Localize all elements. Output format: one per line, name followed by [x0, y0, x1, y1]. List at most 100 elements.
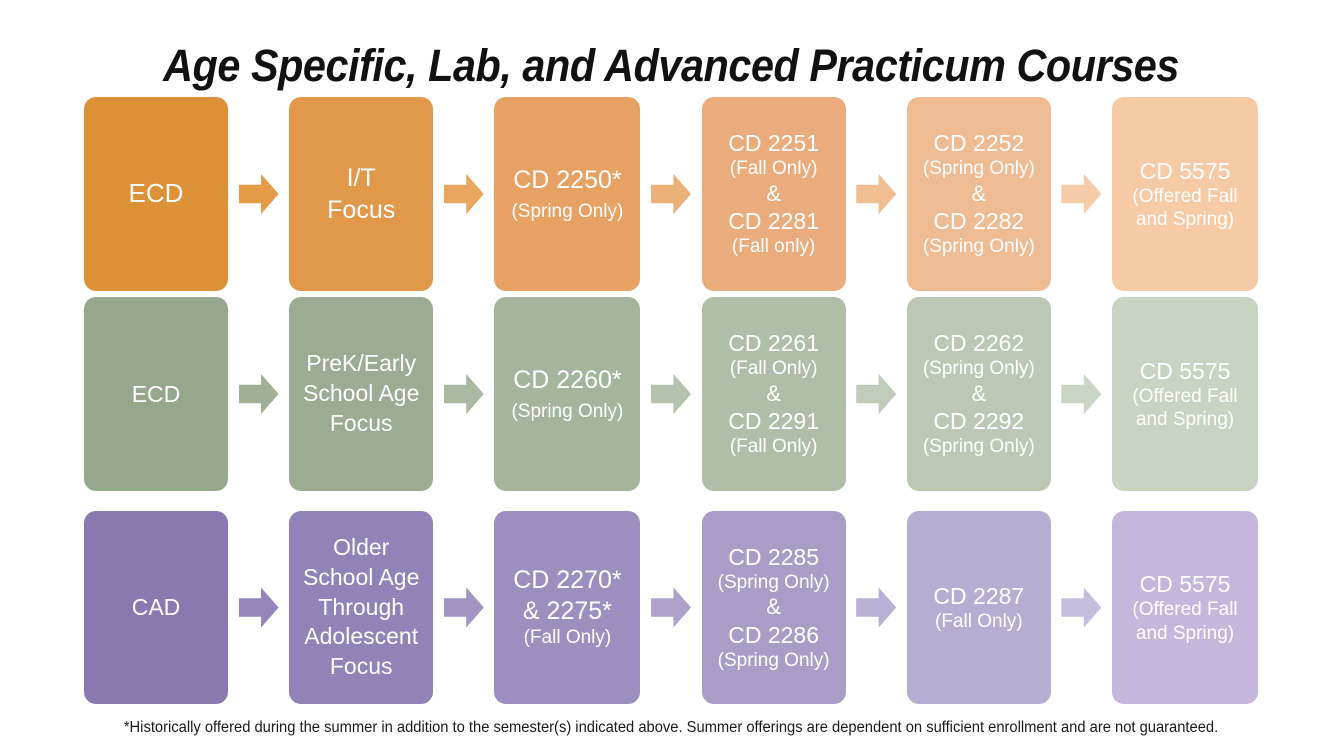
arrow-slot [433, 173, 494, 215]
arrow-right-icon [443, 173, 484, 215]
node-line: School Age [303, 380, 420, 407]
node-line: (Spring Only) [511, 201, 624, 223]
node-line: CD 2285 [728, 543, 819, 570]
arrow-right-icon [443, 373, 484, 415]
node-line: (Offered Fall [1132, 599, 1238, 621]
node-line: CD 2250* [513, 165, 622, 194]
flow-row-prek-early-school-age: ECD PreK/Early School Age Focus CD 2260* (Spr… [84, 297, 1259, 491]
arrow-right-icon [443, 587, 484, 628]
node-line: Focus [329, 409, 393, 436]
node-prek-early-school-age-cd-2260[interactable]: CD 2260* (Spring Only) [494, 297, 641, 491]
arrow-right-icon [238, 373, 279, 415]
node-line: and Spring) [1135, 622, 1235, 644]
node-line: (Fall only) [731, 236, 816, 258]
node-prek-early-school-age-cd-2262-2292[interactable]: CD 2262 (Spring Only) & CD 2292 (Spring Only… [906, 297, 1051, 491]
arrow-slot [1051, 373, 1112, 415]
node-line: (Spring Only) [922, 436, 1035, 458]
arrow-slot [228, 587, 289, 629]
node-prek-early-school-age-cd-2261-2291[interactable]: CD 2261 (Fall Only) & CD 2291 (Fall Only) [701, 297, 846, 491]
arrow-right-icon [1061, 587, 1102, 628]
node-older-school-age-adolescent-cd-2287[interactable]: CD 2287 (Fall Only) [906, 511, 1051, 704]
node-older-school-age-adolescent-cd-2270-2275[interactable]: CD 2270* & 2275* (Fall Only) [494, 511, 641, 704]
node-line: Focus [329, 653, 393, 680]
node-line: CD 2287 [933, 582, 1025, 609]
arrow-right-icon [856, 587, 897, 628]
node-line: CD 2282 [933, 208, 1025, 235]
node-line: Older [333, 533, 390, 560]
arrow-slot [846, 373, 907, 415]
node-line: (Fall Only) [523, 627, 612, 649]
arrow-slot [640, 587, 701, 629]
node-line: (Spring Only) [511, 401, 624, 423]
footnote-text: *Historically offered during the summer … [123, 719, 1219, 736]
arrow-slot [1051, 587, 1112, 629]
node-line: CD 5575 [1139, 571, 1231, 598]
node-line: PreK/Early [306, 350, 417, 377]
node-line: CAD [131, 594, 181, 621]
node-line: & [971, 180, 987, 206]
node-line: & [766, 380, 781, 406]
node-line: (Fall Only) [729, 358, 818, 380]
node-older-school-age-adolescent-cad-start[interactable]: CAD [84, 511, 228, 704]
arrow-slot [1051, 173, 1112, 215]
node-line: and Spring) [1135, 209, 1235, 231]
node-infant-toddler-cd-5575[interactable]: CD 5575 (Offered Fall and Spring) [1112, 97, 1259, 291]
arrow-right-icon [238, 587, 279, 628]
flow-row-older-school-age-adolescent: CAD Older School Age Through Adolescent Focus… [84, 511, 1259, 704]
node-infant-toddler-cd-2251-2281[interactable]: CD 2251 (Fall Only) & CD 2281 (Fall only) [701, 97, 846, 291]
node-line: CD 2260* [513, 365, 622, 394]
arrow-right-icon [856, 373, 897, 415]
node-line: (Offered Fall [1132, 385, 1238, 407]
node-prek-early-school-age-ecd-start[interactable]: ECD [84, 297, 228, 491]
arrow-slot [433, 373, 494, 415]
node-infant-toddler-it-focus[interactable]: I/T Focus [289, 97, 434, 291]
node-line: I/T [346, 164, 376, 192]
node-line: CD 2291 [728, 408, 819, 435]
node-prek-early-school-age-prek-focus[interactable]: PreK/Early School Age Focus [289, 297, 434, 491]
arrow-slot [640, 373, 701, 415]
practicum-flow-diagram: ECD I/T Focus CD 2250* (Spring Only) CD 2251(… [84, 97, 1259, 704]
node-line: CD 2252 [933, 130, 1025, 157]
node-line: & [766, 180, 781, 206]
node-line: (Spring Only) [922, 236, 1035, 258]
node-line: CD 2292 [933, 408, 1025, 435]
node-line: (Spring Only) [717, 571, 830, 593]
node-line: ECD [131, 380, 181, 407]
node-older-school-age-adolescent-older-focus[interactable]: Older School Age Through Adolescent Focus [289, 511, 434, 704]
node-line: (Spring Only) [717, 649, 830, 671]
node-older-school-age-adolescent-cd-2285-2286[interactable]: CD 2285 (Spring Only) & CD 2286 (Spring Only… [701, 511, 846, 704]
node-line: and Spring) [1135, 409, 1235, 431]
node-line: ECD [128, 178, 184, 209]
arrow-right-icon [651, 587, 691, 628]
node-infant-toddler-ecd-start[interactable]: ECD [84, 97, 228, 291]
node-line: & [766, 594, 781, 620]
node-line: CD 5575 [1139, 357, 1231, 384]
arrow-right-icon [856, 173, 897, 215]
node-line: & 2275* [522, 596, 612, 625]
arrow-right-icon [1061, 373, 1102, 415]
node-line: School Age [303, 563, 420, 590]
arrow-slot [846, 173, 907, 215]
node-line: (Fall Only) [729, 158, 818, 180]
arrow-slot [228, 373, 289, 415]
arrow-slot [228, 173, 289, 215]
node-line: CD 2251 [728, 130, 819, 157]
node-line: CD 2261 [728, 330, 819, 357]
node-line: (Fall Only) [729, 436, 818, 458]
node-line: CD 2270* [513, 566, 622, 595]
node-infant-toddler-cd-2250[interactable]: CD 2250* (Spring Only) [494, 97, 641, 291]
node-line: CD 2281 [728, 208, 819, 235]
node-infant-toddler-cd-2252-2282[interactable]: CD 2252 (Spring Only) & CD 2282 (Spring Only… [906, 97, 1051, 291]
node-line: (Fall Only) [935, 610, 1023, 632]
node-older-school-age-adolescent-cd-5575[interactable]: CD 5575 (Offered Fall and Spring) [1112, 511, 1259, 704]
flow-row-infant-toddler: ECD I/T Focus CD 2250* (Spring Only) CD 2251(… [84, 97, 1259, 291]
node-line: (Spring Only) [922, 158, 1035, 180]
node-line: Focus [327, 196, 396, 224]
node-line: CD 5575 [1139, 157, 1231, 184]
page-title: Age Specific, Lab, and Advanced Practicu… [163, 40, 1179, 91]
arrow-slot [640, 173, 701, 215]
arrow-slot [433, 587, 494, 629]
node-prek-early-school-age-cd-5575[interactable]: CD 5575 (Offered Fall and Spring) [1112, 297, 1259, 491]
node-line: CD 2286 [728, 621, 819, 648]
node-line: (Spring Only) [922, 358, 1035, 380]
